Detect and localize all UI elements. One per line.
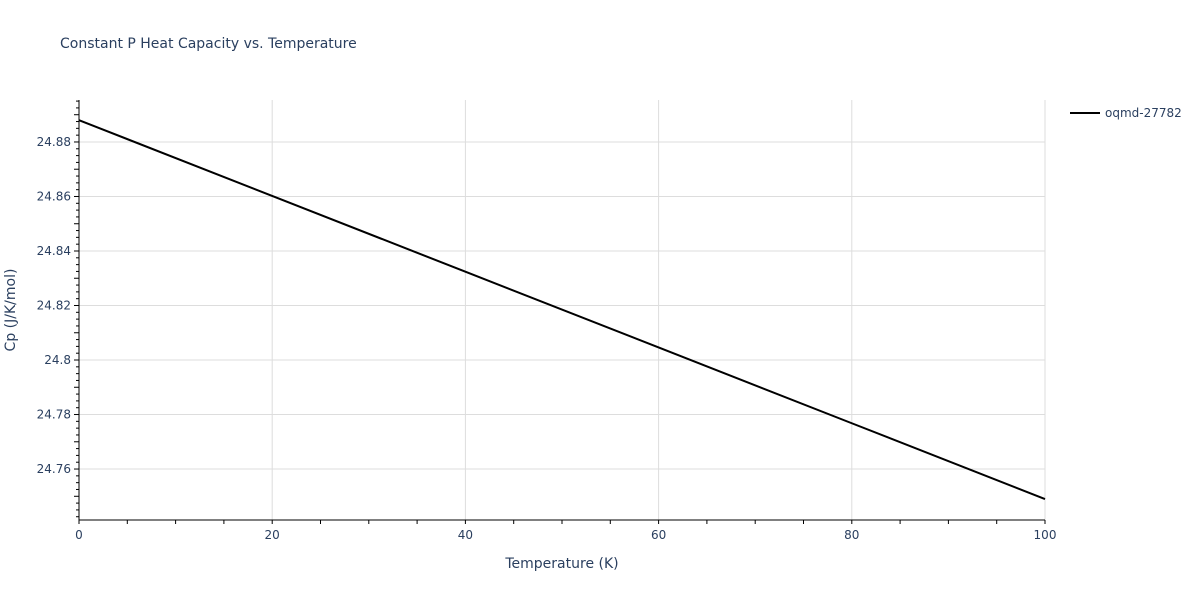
x-tick-label: 60 — [651, 528, 666, 542]
legend-label: oqmd-27782 — [1105, 106, 1182, 120]
x-axis-title: Temperature (K) — [504, 556, 618, 572]
y-tick-label: 24.84 — [37, 244, 71, 258]
x-tick-label: 80 — [844, 528, 859, 542]
y-tick-label: 24.86 — [37, 189, 71, 203]
legend-line-swatch-icon — [1070, 112, 1100, 114]
x-tick-label: 100 — [1034, 528, 1057, 542]
x-tick-label: 0 — [75, 528, 83, 542]
y-tick-label: 24.78 — [37, 408, 71, 422]
y-tick-label: 24.88 — [37, 135, 71, 149]
legend-item-oqmd-27782[interactable]: oqmd-27782 — [1070, 106, 1182, 120]
y-tick-label: 24.8 — [44, 353, 71, 367]
y-tick-label: 24.82 — [37, 299, 71, 313]
y-axis-title: Cp (J/K/mol) — [3, 269, 19, 352]
series-line-oqmd-27782 — [78, 119, 1046, 500]
x-tick-label: 20 — [265, 528, 280, 542]
x-tick-label: 40 — [458, 528, 473, 542]
y-tick-label: 24.76 — [37, 462, 71, 476]
chart-title: Constant P Heat Capacity vs. Temperature — [60, 36, 357, 52]
